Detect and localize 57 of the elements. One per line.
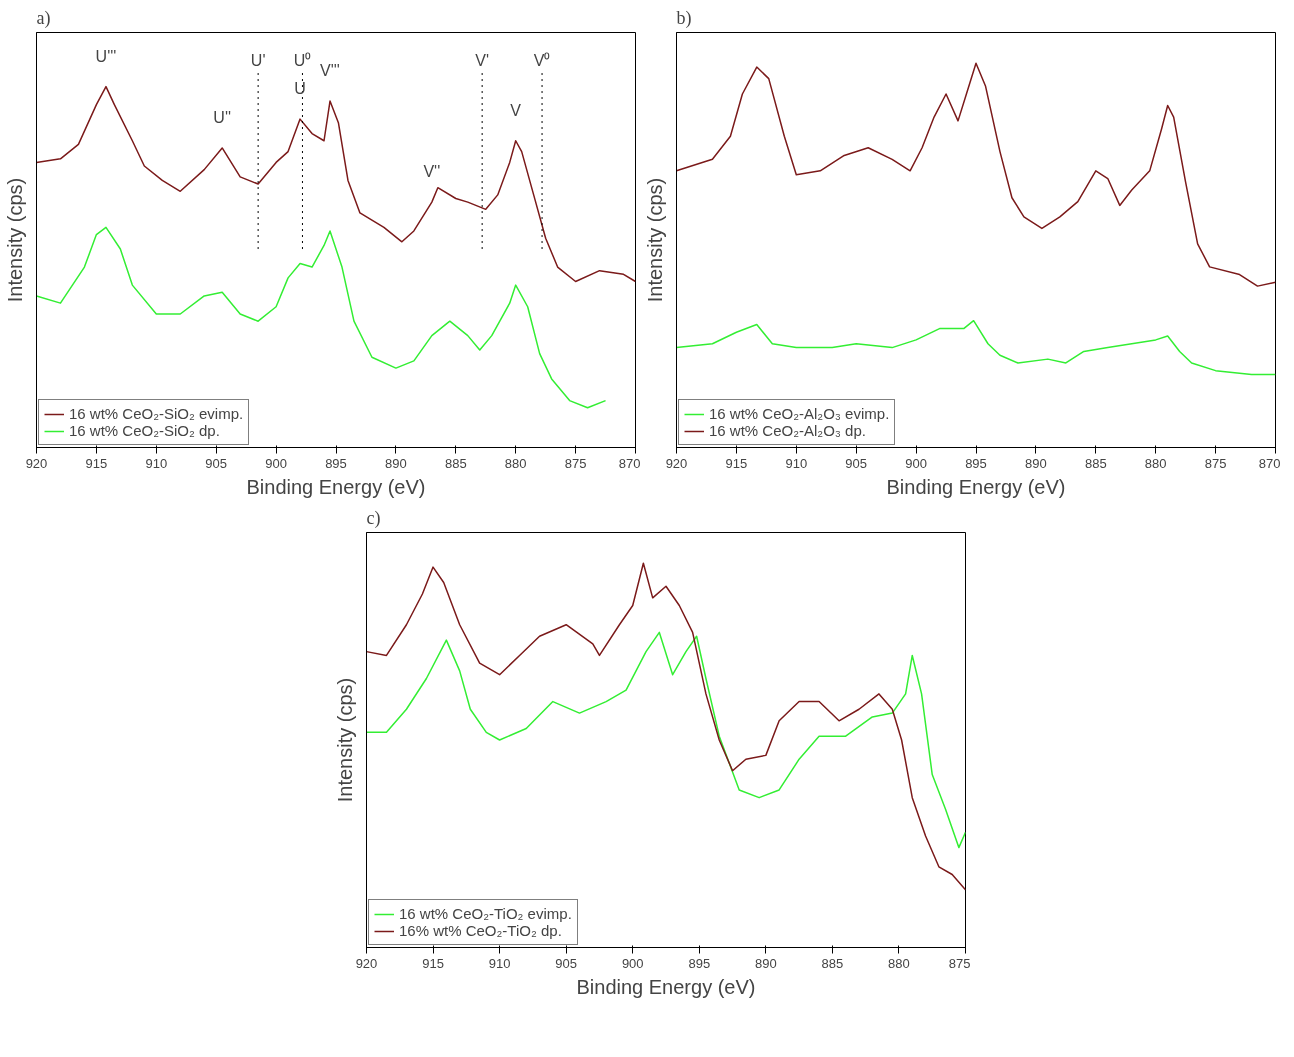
- x-tick-label: 875: [564, 455, 587, 471]
- x-tick-label: 915: [422, 955, 444, 971]
- x-tick-label: 905: [205, 455, 228, 471]
- x-tick-label: 910: [488, 955, 511, 971]
- legend-label: 16 wt% CeO₂-SiO₂ dp.: [69, 422, 220, 439]
- legend-label: 16 wt% CeO₂-Al₂O₃ dp.: [709, 422, 866, 439]
- legend-label: 16 wt% CeO₂-TiO₂ evimp.: [399, 905, 572, 922]
- x-axis-title: Binding Energy (eV): [576, 975, 756, 998]
- x-tick-label: 900: [265, 455, 287, 471]
- x-axis-title: Binding Energy (eV): [886, 475, 1066, 498]
- legend-label: 16 wt% CeO₂-SiO₂ evimp.: [69, 405, 244, 422]
- annotation: V'': [423, 163, 441, 181]
- y-axis-title: Intensity (cps): [643, 177, 666, 303]
- x-tick-label: 890: [1025, 455, 1047, 471]
- y-axis-title: Intensity (cps): [333, 677, 356, 803]
- x-tick-label: 910: [145, 455, 168, 471]
- chart-title: c): [366, 507, 381, 529]
- ref-line-label: V': [475, 51, 490, 69]
- ref-line-label: U⁰: [293, 51, 312, 69]
- chart-title: a): [36, 7, 51, 29]
- x-tick-label: 915: [725, 455, 748, 471]
- legend-label: 16% wt% CeO₂-TiO₂ dp.: [399, 922, 562, 939]
- x-tick-label: 885: [444, 455, 467, 471]
- x-tick-label: 905: [555, 955, 578, 971]
- x-tick-label: 895: [325, 455, 347, 471]
- chart-title: b): [676, 7, 692, 29]
- x-tick-label: 870: [1258, 455, 1281, 471]
- x-tick-label: 890: [385, 455, 407, 471]
- x-tick-label: 900: [905, 455, 927, 471]
- x-tick-label: 885: [1084, 455, 1107, 471]
- annotation: U''': [95, 47, 117, 65]
- x-tick-label: 915: [85, 455, 108, 471]
- x-axis-title: Binding Energy (eV): [246, 475, 426, 498]
- x-tick-label: 875: [948, 955, 971, 971]
- x-tick-label: 880: [504, 455, 527, 471]
- x-tick-label: 890: [754, 955, 777, 971]
- x-tick-label: 905: [845, 455, 868, 471]
- y-axis-title: Intensity (cps): [3, 177, 26, 303]
- annotation: V: [510, 101, 522, 119]
- legend-label: 16 wt% CeO₂-Al₂O₃ evimp.: [709, 405, 890, 422]
- x-tick-label: 880: [1144, 455, 1167, 471]
- x-tick-label: 870: [618, 455, 641, 471]
- x-tick-label: 880: [888, 955, 910, 971]
- annotation: V''': [320, 62, 340, 80]
- ref-line-label: U': [250, 51, 266, 69]
- annotation: U'': [213, 108, 232, 126]
- x-tick-label: 920: [355, 955, 378, 971]
- x-tick-label: 920: [25, 455, 48, 471]
- x-tick-label: 875: [1204, 455, 1227, 471]
- ref-line-label: V⁰: [533, 51, 551, 69]
- x-tick-label: 910: [785, 455, 808, 471]
- annotation: U: [294, 80, 306, 98]
- x-tick-label: 885: [821, 955, 844, 971]
- x-tick-label: 900: [621, 955, 644, 971]
- x-tick-label: 895: [965, 455, 987, 471]
- x-tick-label: 920: [665, 455, 688, 471]
- x-tick-label: 895: [688, 955, 711, 971]
